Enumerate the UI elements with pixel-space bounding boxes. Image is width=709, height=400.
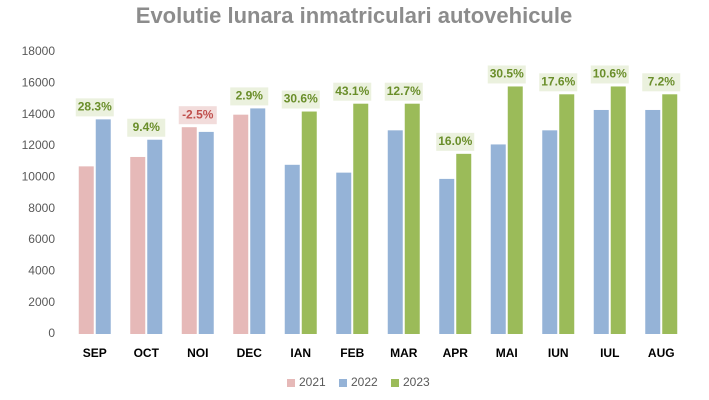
x-tick-label: MAI [496,346,518,360]
annotation: 28.3% [78,100,112,114]
bar [284,164,300,334]
x-tick-label: NOI [187,346,208,360]
annotation-bg [590,65,629,84]
x-tick-label: FEB [340,346,364,360]
bar [130,156,146,334]
bar [233,114,249,335]
bar [662,94,678,334]
annotation: 30.6% [284,92,318,106]
annotation: 12.7% [387,84,421,98]
annotation-bg [436,132,475,151]
x-tick-label: IUL [600,346,619,360]
x-tick-label: APR [443,346,469,360]
bar [78,166,94,334]
y-tick-label: 18000 [22,44,56,58]
annotation: 43.1% [335,84,369,98]
x-tick-label: IAN [290,346,311,360]
bar [353,103,369,334]
legend-swatch [339,379,347,387]
bar [559,94,575,334]
bar [147,139,163,334]
bar [610,86,626,334]
legend-label: 2021 [299,375,326,389]
annotation-bg [281,90,320,109]
annotation-bg [539,73,578,92]
bar [181,127,197,334]
annotation-bg [333,82,372,101]
annotation-bg [75,98,114,117]
bar [301,111,317,335]
annotation: 30.5% [490,67,524,81]
x-tick-label: AUG [648,346,675,360]
y-tick-label: 8000 [28,201,55,215]
chart-title: Evolutie lunara inmatriculari autovehicu… [136,3,572,28]
annotation-bg [384,82,423,101]
y-tick-label: 12000 [22,138,56,152]
annotation: 9.4% [133,120,161,134]
annotation: -2.5% [182,107,214,121]
legend-swatch [287,379,295,387]
bar [404,103,420,334]
bar [593,109,609,334]
annotation-bg [178,106,217,125]
x-tick-label: MAR [390,346,418,360]
y-tick-label: 16000 [22,76,56,90]
bar [439,178,455,334]
annotation-bg [642,73,681,92]
bar [542,130,558,334]
annotation-bg [487,65,526,84]
bar [490,144,506,334]
x-tick-label: SEP [83,346,107,360]
y-tick-label: 4000 [28,264,55,278]
bar [336,172,352,334]
annotation: 2.9% [236,89,264,103]
annotation: 17.6% [541,74,575,88]
bar [507,86,523,334]
annotation: 16.0% [438,134,472,148]
y-tick-label: 2000 [28,295,55,309]
annotation: 7.2% [648,74,676,88]
bar [198,131,214,334]
legend-swatch [391,379,399,387]
bar [645,109,661,334]
bar [95,119,111,334]
annotation-bg [127,118,166,137]
legend-label: 2023 [403,375,430,389]
x-tick-label: DEC [237,346,263,360]
bar [387,130,403,334]
y-tick-label: 14000 [22,107,56,121]
annotation-bg [230,87,269,106]
y-tick-label: 0 [48,326,55,340]
y-tick-label: 10000 [22,170,56,184]
annotation: 10.6% [593,67,627,81]
x-tick-label: OCT [134,346,160,360]
legend-label: 2022 [351,375,378,389]
bar [250,108,266,335]
bar [456,153,472,334]
y-tick-label: 6000 [28,232,55,246]
x-tick-label: IUN [548,346,569,360]
